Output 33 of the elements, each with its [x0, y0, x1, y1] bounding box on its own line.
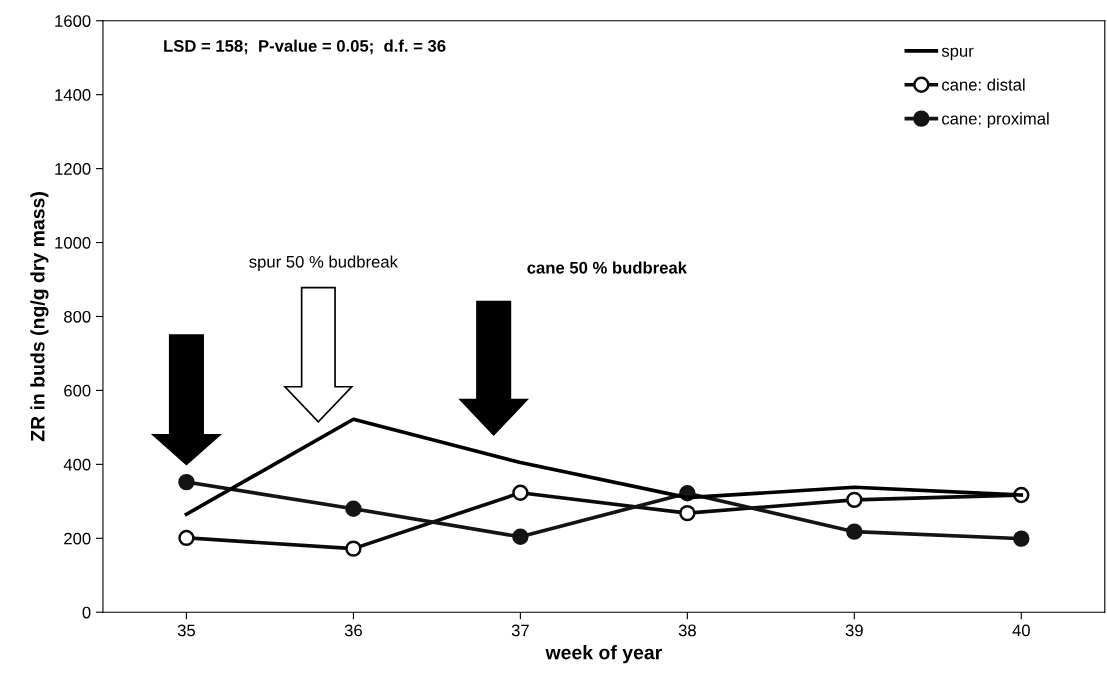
point	[512, 484, 529, 502]
x-tick-label: 39	[845, 624, 863, 637]
x-axis-title: week of year	[545, 645, 662, 664]
y-tick-label: 1200	[55, 163, 91, 175]
point	[679, 504, 696, 522]
y-tick-label: 800	[64, 310, 91, 323]
y-tick-label: 1400	[55, 89, 91, 101]
point	[345, 540, 362, 557]
point	[178, 473, 195, 491]
x-tick-label: 37	[511, 624, 529, 637]
legend-label: cane: proximal	[942, 112, 1049, 128]
y-tick-label: 1600	[55, 15, 91, 27]
y-tick-label: 200	[64, 532, 91, 545]
x-tick-label: 35	[177, 624, 196, 637]
x-tick-label: 36	[344, 624, 362, 637]
annotation: cane 50 % budbreak	[527, 261, 687, 274]
x-tick-label: 40	[1012, 624, 1030, 637]
legend-label: spur	[941, 47, 974, 61]
y-tick-label: 400	[63, 458, 91, 471]
annotation: LSD = 158; P-value = 0.05; d.f. = 36	[164, 39, 446, 55]
y-tick-label: 1000	[55, 236, 91, 249]
point	[345, 500, 362, 517]
y-axis-title: ZR in buds (ng/g dry mass)	[30, 192, 49, 442]
legend-label: cane: distal	[942, 78, 1025, 91]
annotation: spur 50 % budbreak	[249, 255, 398, 272]
y-tick-label: 0	[82, 606, 91, 619]
point	[512, 528, 529, 545]
y-tick-label: 600	[64, 384, 91, 397]
point	[846, 491, 863, 509]
x-tick-label: 38	[678, 624, 696, 637]
point	[1013, 530, 1030, 547]
point	[178, 529, 195, 547]
point	[846, 523, 863, 540]
